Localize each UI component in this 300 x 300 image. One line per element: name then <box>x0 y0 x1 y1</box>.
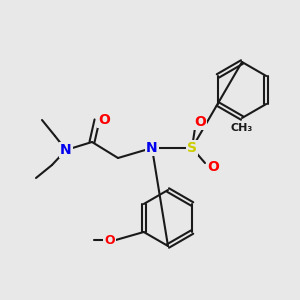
Text: O: O <box>194 115 206 129</box>
Text: O: O <box>104 233 115 247</box>
Text: CH₃: CH₃ <box>231 123 253 133</box>
Text: O: O <box>98 113 110 127</box>
Text: N: N <box>146 141 158 155</box>
Text: S: S <box>187 141 197 155</box>
Text: O: O <box>207 160 219 174</box>
Text: N: N <box>60 143 72 157</box>
